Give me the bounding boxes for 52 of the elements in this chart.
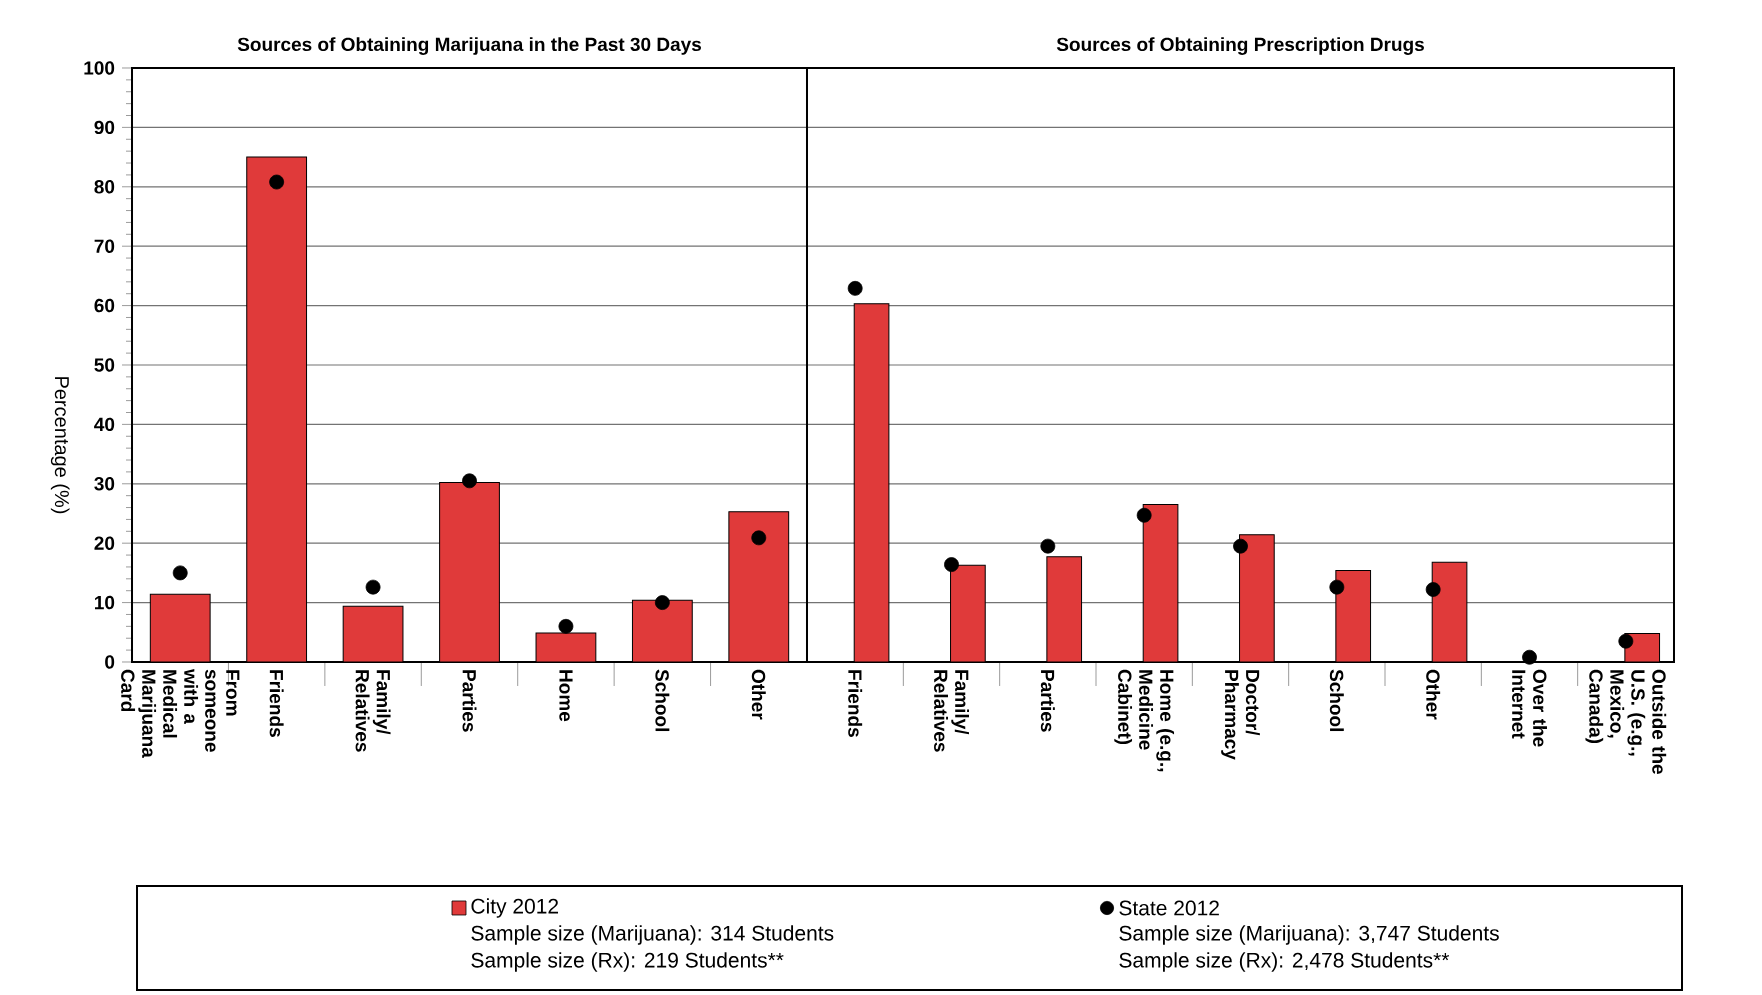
point bbox=[1618, 633, 1634, 649]
point bbox=[365, 579, 381, 595]
x-tick-label: Other bbox=[751, 669, 766, 720]
legend-label: State 2012 bbox=[1119, 900, 1219, 916]
y-tick-label: 0 bbox=[105, 655, 115, 669]
point bbox=[1329, 579, 1345, 595]
chart-title: Sources of Obtaining Prescription Drugs bbox=[1056, 37, 1424, 55]
x-tick-label: Home bbox=[559, 670, 573, 722]
point bbox=[558, 618, 574, 634]
x-tick-label: Friends bbox=[269, 670, 284, 737]
point bbox=[751, 530, 767, 546]
y-tick-label: 90 bbox=[94, 120, 115, 135]
point bbox=[269, 174, 285, 190]
y-tick-label: 60 bbox=[94, 298, 115, 313]
x-tick-label: Over the Internet bbox=[1512, 669, 1547, 747]
x-tick-label: Family/ Relatives bbox=[355, 670, 391, 752]
point bbox=[1233, 538, 1248, 554]
y-tick-label: 80 bbox=[94, 180, 115, 194]
point bbox=[1136, 507, 1152, 523]
chart-title: Sources of Obtaining Marijuana in the Past 30 Days bbox=[237, 37, 701, 55]
point bbox=[1040, 538, 1056, 554]
x-tick-label: Other bbox=[1426, 669, 1441, 720]
point bbox=[654, 595, 670, 610]
text: Sample size (Marijuana): 3,747 Students bbox=[1119, 925, 1499, 945]
text: Sample size (Rx): 2,478 Students** bbox=[1119, 952, 1450, 972]
x-tick-label: Friends bbox=[848, 670, 863, 737]
y-axis-title: Percentage (%) bbox=[50, 377, 70, 514]
point bbox=[847, 280, 863, 296]
y-tick-label: 30 bbox=[94, 477, 115, 491]
x-tick-label: From someone with a Medical Marijuana Card bbox=[121, 668, 240, 758]
x-tick-label: School bbox=[655, 669, 670, 732]
x-tick-label: Home (e.g., Medicine Cabinet) bbox=[1114, 669, 1175, 772]
point bbox=[172, 565, 188, 581]
point bbox=[944, 557, 959, 572]
text: Sample size (Marijuana): 314 Students bbox=[471, 925, 834, 945]
y-tick-label: 100 bbox=[84, 61, 115, 75]
y-tick-label: 10 bbox=[95, 595, 115, 610]
y-tick-label: 40 bbox=[94, 417, 115, 432]
x-tick-label: Parties bbox=[462, 670, 477, 732]
point bbox=[462, 473, 477, 489]
legend-label: City 2012 bbox=[471, 898, 559, 918]
x-tick-label: Parties bbox=[1040, 670, 1055, 732]
x-tick-label: Outside the U.S. (e.g., Mexico, Canada) bbox=[1585, 669, 1667, 774]
point bbox=[1425, 582, 1441, 597]
x-tick-label: Family/ Relatives bbox=[934, 670, 969, 752]
x-tick-label: School bbox=[1329, 669, 1344, 732]
text: Sample size (Rx): 219 Students** bbox=[471, 952, 784, 972]
point bbox=[1522, 649, 1537, 665]
y-tick-label: 50 bbox=[94, 358, 115, 372]
y-tick-label: 70 bbox=[94, 239, 115, 253]
y-tick-label: 20 bbox=[94, 536, 115, 550]
x-tick-label: Doctor/ Pharmacy bbox=[1221, 670, 1260, 760]
